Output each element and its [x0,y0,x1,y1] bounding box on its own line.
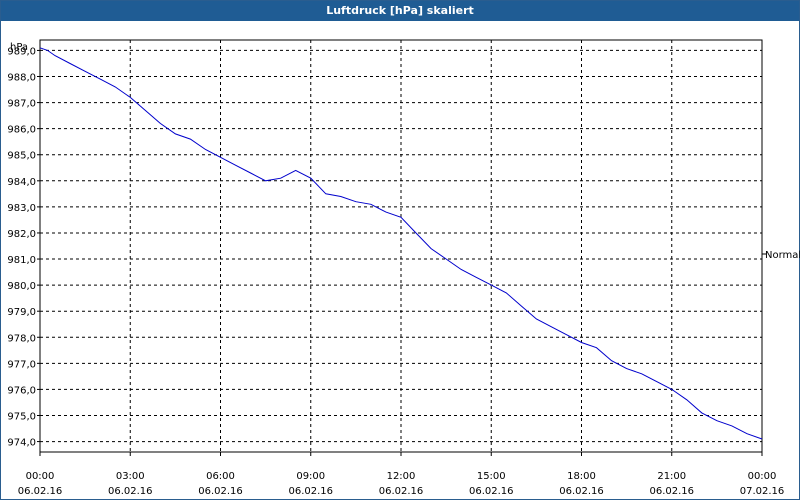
y-tick-label: 987,0 [7,99,36,110]
y-tick-label: 975,0 [7,411,36,422]
x-tick-time: 00:00 [26,471,55,482]
x-tick-time: 15:00 [477,471,506,482]
x-tick-time: 09:00 [296,471,325,482]
x-tick-time: 03:00 [116,471,145,482]
grid [40,40,762,452]
x-tick-date: 06.02.16 [469,486,514,497]
x-tick-time: 18:00 [567,471,596,482]
y-tick-label: 976,0 [7,385,36,396]
x-tick-date: 06.02.16 [18,486,63,497]
y-tick-label: 989,0 [7,46,36,57]
x-tick-date: 06.02.16 [288,486,333,497]
x-tick-date: 06.02.16 [649,486,694,497]
y-axis: 974,0 975,0 976,0 977,0 978,0 979,0 980,0 981,0… [7,46,40,449]
y-tick-label: 981,0 [7,255,36,266]
y-axis-unit: hPa [10,42,28,53]
legend: Normal [762,250,800,261]
y-tick-label: 979,0 [7,307,36,318]
series-group [39,47,763,440]
y-tick-label: 984,0 [7,177,36,188]
x-tick-time: 00:00 [748,471,777,482]
x-axis: 00:00 06.02.16 03:00 06.02.16 06:00 06.02.16 0… [18,452,785,497]
x-tick-time: 12:00 [387,471,416,482]
y-tick-label: 980,0 [7,281,36,292]
chart-title: Luftdruck [hPa] skaliert [1,1,799,21]
y-tick-label: 988,0 [7,73,36,84]
x-tick-date: 06.02.16 [559,486,604,497]
y-tick-label: 977,0 [7,359,36,370]
y-tick-label: 978,0 [7,333,36,344]
x-tick-time: 21:00 [657,471,686,482]
x-tick-date: 06.02.16 [379,486,424,497]
x-tick-date: 07.02.16 [740,486,785,497]
y-tick-label: 986,0 [7,125,36,136]
y-tick-label: 985,0 [7,151,36,162]
y-tick-label: 983,0 [7,203,36,214]
x-tick-date: 06.02.16 [108,486,153,497]
y-tick-label: 982,0 [7,229,36,240]
legend-label: Normal [765,250,800,261]
y-tick-label: 974,0 [7,438,36,449]
series-line [39,47,763,440]
x-tick-time: 06:00 [206,471,235,482]
x-tick-date: 06.02.16 [198,486,243,497]
